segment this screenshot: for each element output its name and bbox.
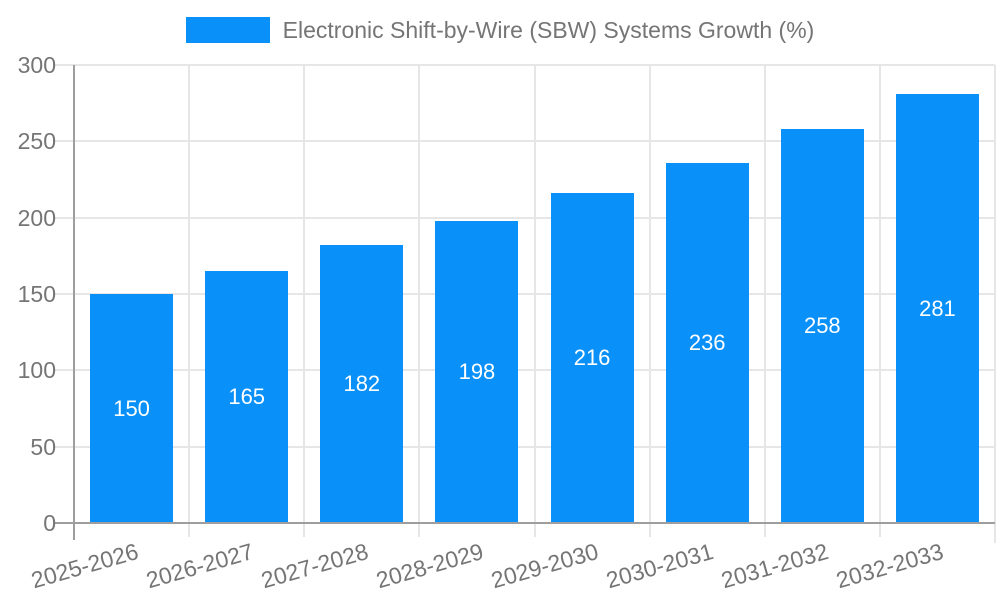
x-axis-tick-label: 2025-2026 xyxy=(27,538,141,594)
gridline-vertical xyxy=(418,65,421,537)
bar[interactable] xyxy=(205,271,289,523)
bar-value-label: 216 xyxy=(573,345,611,371)
gridline-horizontal xyxy=(55,64,995,66)
y-axis-tick-label: 50 xyxy=(30,433,56,460)
bar-value-label: 165 xyxy=(228,384,266,410)
legend-label: Electronic Shift-by-Wire (SBW) Systems G… xyxy=(282,17,815,43)
chart-legend[interactable]: Electronic Shift-by-Wire (SBW) Systems G… xyxy=(0,17,1000,43)
gridline-horizontal xyxy=(55,293,995,295)
bar-value-label: 236 xyxy=(688,329,726,355)
bar[interactable] xyxy=(780,129,864,523)
gridline-horizontal xyxy=(55,216,995,219)
bar-value-label: 150 xyxy=(113,395,150,421)
y-axis-tick-label: 100 xyxy=(17,357,56,384)
bar-value-label: 281 xyxy=(919,295,956,321)
y-axis-tick-label: 300 xyxy=(17,52,56,78)
gridline-horizontal xyxy=(55,445,995,448)
bar[interactable] xyxy=(90,294,174,523)
bar-value-label: 198 xyxy=(458,358,496,384)
x-axis-tick-label: 2028-2029 xyxy=(373,538,487,594)
gridline-vertical xyxy=(994,65,996,543)
y-axis-tick-label: 150 xyxy=(17,281,56,307)
bar[interactable] xyxy=(550,193,634,523)
x-axis-tick-label: 2026-2027 xyxy=(142,538,256,594)
gridline-vertical xyxy=(763,65,766,537)
gridline-vertical xyxy=(533,65,536,537)
x-axis-tick-label: 2030-2031 xyxy=(603,538,717,594)
x-axis-line xyxy=(55,522,995,524)
y-axis-line xyxy=(73,65,75,540)
gridline-vertical xyxy=(648,65,651,537)
gridline-horizontal xyxy=(55,140,995,143)
gridline-vertical xyxy=(188,65,191,537)
bar-value-label: 258 xyxy=(803,313,841,339)
bar-value-label: 182 xyxy=(343,371,381,397)
gridline-vertical xyxy=(303,65,306,537)
y-axis-tick-label: 200 xyxy=(17,204,56,231)
bar[interactable] xyxy=(895,94,979,523)
gridline-horizontal xyxy=(55,369,995,372)
bar[interactable] xyxy=(320,245,404,523)
x-axis-tick-label: 2027-2028 xyxy=(258,538,371,594)
bar[interactable] xyxy=(665,162,749,523)
bar[interactable] xyxy=(435,220,519,523)
x-axis-tick-label: 2032-2033 xyxy=(833,538,947,594)
x-axis-tick-label: 2031-2032 xyxy=(718,538,832,594)
y-axis-tick-label: 0 xyxy=(43,510,56,536)
x-axis-tick-label: 2029-2030 xyxy=(488,538,602,594)
gridline-vertical xyxy=(878,65,881,537)
legend-swatch-icon xyxy=(185,17,270,43)
y-axis-tick-label: 250 xyxy=(17,128,56,155)
